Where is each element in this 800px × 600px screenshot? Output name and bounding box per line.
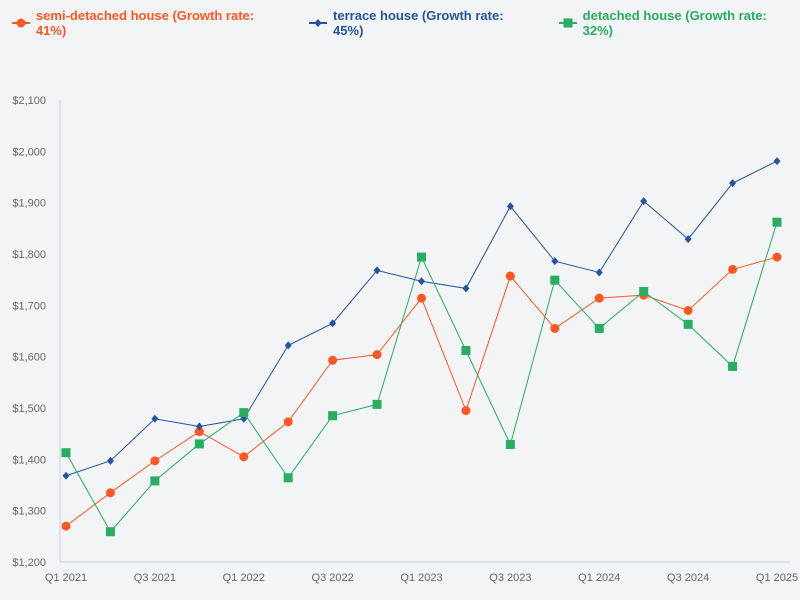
x-tick-label: Q3 2023 <box>489 572 531 584</box>
legend-marker <box>16 18 26 28</box>
data-point <box>62 471 70 480</box>
data-point <box>683 319 693 329</box>
data-point <box>195 422 203 431</box>
data-point <box>150 456 160 466</box>
data-point <box>683 305 693 315</box>
data-point <box>550 323 560 333</box>
legend-diamond-icon <box>309 19 328 27</box>
legend-square-icon <box>558 18 577 28</box>
legend-label: semi-detached house (Growth rate: 41%) <box>35 8 255 38</box>
y-tick-label: $2,000 <box>12 146 46 158</box>
data-point <box>505 439 515 449</box>
data-point <box>594 293 604 303</box>
data-point <box>372 350 382 360</box>
data-point <box>640 197 648 206</box>
data-point <box>328 355 338 365</box>
data-point <box>105 527 115 537</box>
data-point <box>373 266 381 275</box>
data-point <box>283 417 293 427</box>
data-point <box>329 319 337 328</box>
data-point <box>505 271 515 281</box>
legend-item[interactable]: detached house (Growth rate: 32%) <box>558 8 800 38</box>
series-square <box>61 217 782 537</box>
data-point <box>239 408 249 418</box>
y-tick-label: $2,100 <box>12 95 46 107</box>
legend-item[interactable]: terrace house (Growth rate: 45%) <box>309 8 537 38</box>
data-point <box>61 521 71 531</box>
x-tick-label: Q1 2022 <box>223 572 265 584</box>
data-point <box>105 488 115 498</box>
series-circle <box>61 252 782 531</box>
data-point <box>773 157 781 166</box>
data-point <box>372 399 382 409</box>
y-tick-label: $1,800 <box>12 249 46 261</box>
legend-label: terrace house (Growth rate: 45%) <box>333 8 504 38</box>
data-point <box>61 448 71 458</box>
data-point <box>462 284 470 293</box>
legend-label: detached house (Growth rate: 32%) <box>582 8 767 38</box>
data-point <box>417 252 426 262</box>
y-tick-label: $1,400 <box>12 454 46 466</box>
data-point <box>194 427 204 437</box>
data-point <box>461 406 471 416</box>
x-tick-label: Q1 2025 <box>756 572 798 584</box>
data-point <box>239 452 249 462</box>
data-point <box>594 323 604 333</box>
data-point <box>328 411 338 421</box>
data-point <box>151 414 159 423</box>
x-tick-label: Q3 2021 <box>134 572 176 584</box>
data-point <box>639 286 649 296</box>
legend: semi-detached house (Growth rate: 41%) te… <box>12 8 800 38</box>
data-point <box>595 268 603 277</box>
data-point <box>728 264 738 274</box>
data-point <box>551 257 559 266</box>
data-point <box>772 217 782 227</box>
data-point <box>284 341 292 350</box>
legend-item[interactable]: semi-detached house (Growth rate: 41%) <box>12 8 287 38</box>
x-tick-label: Q1 2024 <box>578 572 620 584</box>
data-point <box>461 346 471 356</box>
data-point <box>684 235 692 244</box>
legend-marker <box>563 18 573 28</box>
y-tick-label: $1,300 <box>12 506 46 518</box>
series-line <box>65 222 778 533</box>
data-point <box>729 179 737 188</box>
x-tick-label: Q3 2024 <box>667 572 709 584</box>
data-point <box>772 252 782 262</box>
data-point <box>417 293 426 303</box>
data-point <box>283 473 293 483</box>
data-point <box>194 439 204 449</box>
data-point <box>418 277 425 286</box>
legend-circle-icon <box>12 18 30 28</box>
y-tick-label: $1,200 <box>12 557 46 569</box>
series-diamond <box>62 157 781 480</box>
data-point <box>150 476 160 486</box>
data-point <box>506 202 514 211</box>
data-point <box>106 456 114 465</box>
data-point <box>728 361 738 371</box>
series-line <box>65 160 778 477</box>
y-tick-label: $1,500 <box>12 403 46 415</box>
y-tick-label: $1,900 <box>12 198 46 210</box>
data-point <box>550 275 560 285</box>
x-tick-label: Q1 2021 <box>45 572 87 584</box>
x-tick-label: Q3 2022 <box>312 572 354 584</box>
legend-marker <box>314 19 322 27</box>
x-tick-label: Q1 2023 <box>400 572 442 584</box>
y-tick-label: $1,600 <box>12 352 46 364</box>
y-tick-label: $1,700 <box>12 300 46 312</box>
